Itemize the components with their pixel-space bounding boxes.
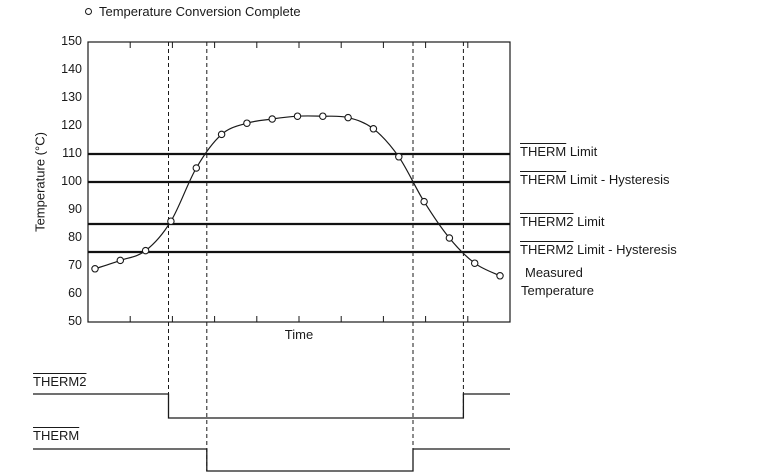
conversion-complete-marker	[369, 125, 378, 133]
signal-waveform-therm2	[33, 393, 510, 419]
limit-line-label: THERM Limit - Hysteresis	[520, 172, 670, 187]
y-axis-tick-label: 70	[68, 258, 82, 272]
conversion-complete-marker	[445, 234, 454, 242]
conversion-complete-marker	[91, 265, 99, 273]
y-axis-tick-label: 140	[61, 62, 82, 76]
conversion-complete-marker	[243, 119, 251, 127]
y-axis-tick-label: 110	[62, 146, 82, 160]
conversion-complete-marker	[268, 115, 276, 123]
y-axis-tick-label: 60	[68, 286, 82, 300]
limit-label-suffix: Limit	[573, 214, 605, 229]
limit-label-signal-name: THERM2	[520, 214, 574, 229]
limit-label-signal-name: THERM	[520, 144, 567, 159]
y-axis-tick-label: 100	[61, 174, 82, 188]
conversion-complete-marker	[141, 246, 150, 255]
conversion-complete-marker	[496, 272, 504, 280]
limit-line-label: THERM2 Limit - Hysteresis	[520, 242, 677, 257]
limit-label-suffix: Limit - Hysteresis	[566, 172, 670, 187]
chart-legend: Temperature Conversion Complete	[85, 4, 301, 19]
signal-label-therm: THERM	[33, 428, 80, 443]
limit-label-suffix: Limit - Hysteresis	[573, 242, 677, 257]
conversion-complete-marker	[395, 153, 403, 161]
y-axis-tick-label: 50	[68, 314, 82, 328]
y-axis-tick-label: 120	[61, 118, 82, 132]
y-axis-tick-label: 130	[61, 90, 82, 104]
conversion-complete-marker	[217, 130, 226, 139]
signal-waveform-therm	[33, 448, 510, 472]
conversion-complete-marker	[319, 112, 327, 120]
legend-label: Temperature Conversion Complete	[99, 4, 301, 19]
conversion-complete-marker	[167, 217, 175, 225]
limit-line-label: THERM Limit	[520, 144, 597, 159]
limit-label-signal-name: THERM2	[520, 242, 574, 257]
conversion-complete-marker	[293, 112, 302, 120]
limit-label-signal-name: THERM	[520, 172, 567, 187]
x-axis-title: Time	[284, 327, 314, 342]
conversion-complete-marker	[344, 113, 352, 122]
conversion-complete-marker	[470, 259, 479, 267]
y-axis-tick-label: 150	[61, 34, 82, 48]
open-circle-marker-icon	[85, 8, 92, 15]
y-axis-tick-label: 90	[68, 202, 82, 216]
conversion-complete-marker	[420, 197, 428, 206]
measured-temperature-label: Measured Temperature	[521, 265, 594, 298]
conversion-complete-marker	[116, 256, 125, 265]
conversion-complete-marker	[192, 164, 201, 172]
y-axis-tick-label: 80	[68, 230, 82, 244]
limit-label-suffix: Limit	[566, 144, 598, 159]
limit-line-label: THERM2 Limit	[520, 214, 605, 229]
signal-label-therm2: THERM2	[33, 374, 87, 389]
